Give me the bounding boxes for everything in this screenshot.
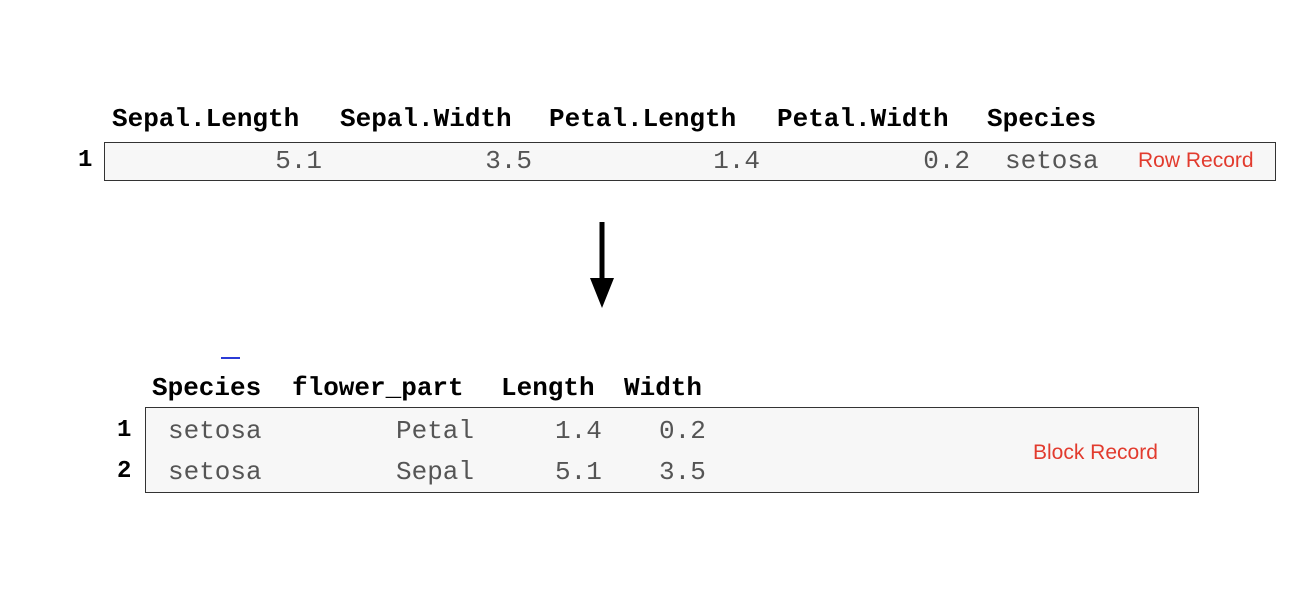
row-index: 1 <box>78 147 93 174</box>
cell-species: setosa <box>1005 146 1099 176</box>
block-row-index-2: 2 <box>117 458 132 485</box>
block-cell-species-2: setosa <box>168 457 262 487</box>
block-cell-width-2: 3.5 <box>659 457 706 487</box>
row-record-label: Row Record <box>1138 149 1254 172</box>
block-cell-part-1: Petal <box>396 416 475 446</box>
block-cell-length-2: 5.1 <box>555 457 602 487</box>
down-arrow-icon <box>590 222 614 308</box>
cell-petal-width: 0.2 <box>923 146 970 176</box>
cell-sepal-width: 3.5 <box>485 146 532 176</box>
block-row-index-1: 1 <box>117 417 132 444</box>
header-length: Length <box>501 373 595 403</box>
block-record-label: Block Record <box>1033 441 1158 464</box>
header-flower-part: flower_part <box>292 373 464 403</box>
decorative-dash <box>221 357 240 359</box>
header-species: Species <box>987 104 1097 134</box>
block-cell-width-1: 0.2 <box>659 416 706 446</box>
block-record-box <box>145 407 1199 493</box>
block-cell-part-2: Sepal <box>396 457 475 487</box>
header-sepal-width: Sepal.Width <box>340 104 512 134</box>
header-width: Width <box>624 373 703 403</box>
cell-sepal-length: 5.1 <box>275 146 322 176</box>
header-species-2: Species <box>152 373 262 403</box>
row-record-box <box>104 142 1276 181</box>
header-sepal-length: Sepal.Length <box>112 104 300 134</box>
header-petal-length: Petal.Length <box>549 104 737 134</box>
block-cell-species-1: setosa <box>168 416 262 446</box>
block-cell-length-1: 1.4 <box>555 416 602 446</box>
cell-petal-length: 1.4 <box>713 146 760 176</box>
header-petal-width: Petal.Width <box>777 104 949 134</box>
